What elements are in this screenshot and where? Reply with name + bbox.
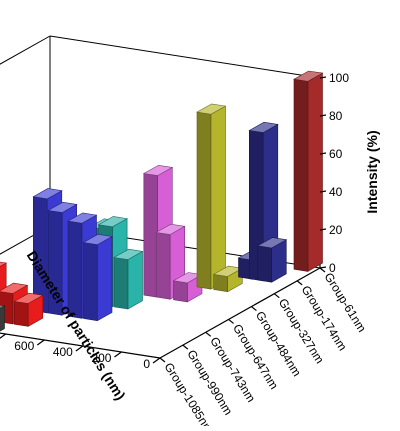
z-tick	[319, 228, 327, 231]
bar-side-face	[173, 280, 188, 303]
y-tick-label: 400	[53, 345, 73, 359]
z-tick	[319, 152, 327, 155]
bar	[113, 248, 144, 310]
z-tick-label: 100	[329, 71, 349, 85]
z-tick	[319, 76, 327, 79]
bar-top-face	[47, 201, 78, 213]
z-tick-label: 80	[329, 109, 343, 123]
bar-side-face	[143, 173, 158, 298]
bar-top-face	[13, 292, 44, 304]
bar-side-face	[113, 257, 129, 310]
bar-front-face	[0, 305, 5, 332]
box-edge-floor-back-left	[0, 225, 51, 255]
group-tick	[205, 331, 212, 337]
bar	[172, 272, 203, 303]
bar-top-face	[0, 304, 6, 309]
y-tick	[152, 357, 161, 364]
y-tick-label: 0	[143, 357, 150, 371]
group-tick	[159, 357, 166, 363]
z-tick-label: 60	[329, 147, 343, 161]
bar-top-face	[155, 223, 186, 235]
group-tick	[182, 344, 189, 350]
bar-front-face	[210, 105, 226, 290]
box-edge-floor-front-right	[159, 267, 321, 359]
y-tick-label: 600	[14, 339, 34, 353]
bar-side-face	[257, 245, 273, 283]
bar-top-face	[212, 265, 244, 277]
y-tick	[75, 345, 84, 352]
bar-top-face	[196, 103, 227, 115]
bar-top-face	[82, 233, 113, 246]
y-tick	[36, 339, 45, 346]
bar-front-face	[127, 250, 143, 310]
z-tick	[319, 114, 327, 117]
group-tick	[319, 267, 326, 273]
z-tick-label: 0	[329, 261, 336, 275]
bar-top-face	[248, 121, 279, 133]
group-tick	[251, 306, 257, 312]
y-tick-label: 200	[91, 351, 111, 365]
bar	[256, 237, 288, 283]
bar	[13, 292, 44, 327]
bar-side-face	[83, 242, 98, 322]
bar-side-face	[213, 273, 228, 293]
z-tick	[319, 190, 327, 193]
y-tick	[0, 333, 7, 339]
bar-front-face	[97, 235, 113, 322]
bar-layer	[0, 70, 324, 332]
bar	[196, 103, 227, 290]
bar-top-face	[0, 261, 8, 267]
bar-top-face	[113, 248, 144, 260]
z-tick-label: 40	[329, 185, 343, 199]
bar	[82, 233, 113, 322]
group-tick	[273, 293, 280, 299]
box-edge-top-left	[0, 35, 51, 65]
group-tick	[296, 280, 303, 286]
y-tick	[114, 351, 122, 358]
bar	[293, 70, 324, 272]
bar-side-face	[14, 301, 29, 327]
bar-top-face	[172, 272, 203, 284]
bar-top-face	[293, 70, 324, 82]
box-edge-top-right	[49, 35, 321, 79]
bar-front-face	[307, 72, 323, 272]
bar-side-face	[293, 78, 309, 272]
bar-top-face	[32, 188, 63, 200]
bar-top-face	[142, 164, 174, 176]
box-edge-floor-front-left	[0, 332, 161, 359]
bar-top-face	[256, 237, 288, 249]
bar	[0, 304, 6, 332]
bar-side-face	[155, 232, 171, 300]
bar-top-face	[67, 212, 98, 224]
group-tick	[228, 318, 234, 324]
bar-top-face	[0, 282, 29, 294]
z-axis-title: Intensity (%)	[364, 130, 380, 213]
z-tick-label: 20	[329, 223, 343, 237]
bar-side-face	[196, 111, 212, 290]
bar-top-face	[97, 216, 128, 228]
z-tick	[319, 266, 327, 269]
